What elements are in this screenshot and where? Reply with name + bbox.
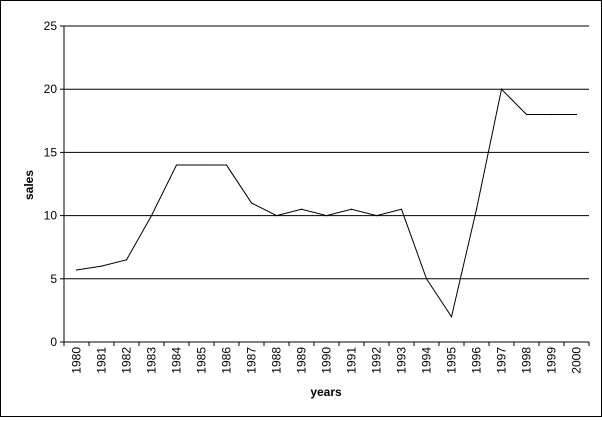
y-tick-label: 5	[50, 272, 57, 286]
x-tick-label: 1994	[420, 347, 434, 374]
data-point	[225, 164, 228, 166]
data-point	[575, 113, 578, 116]
x-tick-label: 1999	[545, 347, 559, 374]
data-point	[450, 316, 453, 318]
y-tick-label: 25	[44, 19, 58, 33]
data-point	[300, 208, 303, 210]
data-point	[350, 208, 353, 210]
x-tick-label: 1984	[170, 347, 184, 374]
data-point	[275, 215, 278, 217]
y-tick-labels: 0 5 10 15 20 25	[44, 19, 58, 349]
data-point	[375, 215, 378, 217]
data-point	[125, 259, 128, 261]
y-axis-title: sales	[22, 170, 36, 200]
data-point	[175, 164, 178, 166]
x-tick-label: 1997	[495, 347, 509, 374]
x-tick-labels: 1980 1981 1982 1983 1984 1985 1986 1987 1988 1989…	[70, 347, 584, 374]
x-tick-label: 1998	[520, 347, 534, 374]
y-tick-label: 20	[44, 82, 58, 96]
x-tick-label: 1983	[145, 347, 159, 374]
data-point	[100, 265, 103, 267]
x-tick-label: 1982	[120, 347, 134, 374]
data-point	[75, 269, 78, 271]
y-tick-label: 15	[44, 145, 58, 159]
x-tick-label: 1996	[470, 347, 484, 374]
data-point	[325, 215, 328, 217]
axes	[60, 25, 590, 346]
x-tick-label: 2000	[570, 347, 584, 374]
data-point	[250, 202, 253, 204]
x-tick-label: 1987	[245, 347, 259, 374]
x-tick-label: 1981	[95, 347, 109, 374]
x-tick-label: 1989	[295, 347, 309, 374]
data-point	[425, 278, 428, 280]
x-axis-title: years	[310, 385, 342, 399]
data-point	[500, 88, 503, 90]
y-tick-label: 10	[44, 209, 58, 223]
data-point	[150, 215, 153, 217]
x-tick-label: 1995	[445, 347, 459, 374]
x-tick-label: 1993	[395, 347, 409, 374]
x-tick-label: 1991	[345, 347, 359, 374]
y-tick-label: 0	[50, 335, 57, 349]
data-point	[475, 208, 478, 210]
series-line	[76, 88, 577, 318]
data-point	[400, 208, 403, 210]
x-tick-label: 1990	[320, 347, 334, 374]
data-point	[525, 113, 528, 116]
x-tick-label: 1988	[270, 347, 284, 374]
x-tick-label: 1980	[70, 347, 84, 374]
series-layer	[75, 88, 578, 318]
x-tick-label: 1985	[195, 347, 209, 374]
data-point	[550, 113, 553, 116]
x-tick-label: 1986	[220, 347, 234, 374]
gridlines	[64, 25, 589, 280]
x-tick-label: 1992	[370, 347, 384, 374]
data-point	[200, 164, 203, 166]
